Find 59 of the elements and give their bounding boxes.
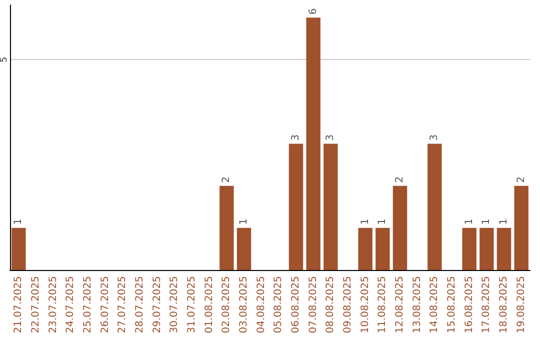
x-tick-label: 11.08.2025 xyxy=(377,276,388,334)
x-tick-label: 26.07.2025 xyxy=(100,276,111,334)
data-label: 3 xyxy=(429,134,440,141)
x-tick-label: 25.07.2025 xyxy=(82,276,94,334)
x-tick-label: 03.08.2025 xyxy=(238,276,250,334)
x-tick-label: 16.08.2025 xyxy=(464,276,475,334)
x-tick-label: 27.07.2025 xyxy=(117,276,128,334)
data-label: 1 xyxy=(238,218,250,225)
x-tick-label: 14.08.2025 xyxy=(429,276,440,334)
data-label: 6 xyxy=(308,8,319,15)
bar xyxy=(358,228,372,270)
x-tick-label: 22.07.2025 xyxy=(30,276,42,334)
data-label: 1 xyxy=(464,218,475,225)
data-label: 3 xyxy=(290,134,302,141)
data-label: 1 xyxy=(13,218,24,225)
bar xyxy=(514,186,528,270)
bar xyxy=(392,186,408,270)
y-tick-label: 5 xyxy=(0,56,10,63)
bar xyxy=(428,144,442,270)
x-tick-label: 19.08.2025 xyxy=(516,276,527,334)
x-tick-label: 06.08.2025 xyxy=(290,276,302,334)
x-tick-label: 31.07.2025 xyxy=(186,276,198,334)
bar xyxy=(496,228,512,270)
bar xyxy=(288,144,304,270)
x-tick-label: 08.08.2025 xyxy=(325,276,336,334)
data-label: 3 xyxy=(325,134,336,141)
data-label: 1 xyxy=(481,218,492,225)
bar xyxy=(324,144,338,270)
x-tick-label: 30.07.2025 xyxy=(169,276,180,334)
x-tick-label: 23.07.2025 xyxy=(48,276,59,334)
bar xyxy=(480,228,494,270)
bar xyxy=(376,228,390,270)
data-label: 2 xyxy=(221,176,232,183)
bar xyxy=(220,186,234,270)
bar xyxy=(12,228,26,270)
data-label: 2 xyxy=(516,176,527,183)
x-tick-label: 29.07.2025 xyxy=(152,276,163,334)
data-label: 1 xyxy=(498,218,510,225)
bar xyxy=(236,228,252,270)
x-tick-label: 10.08.2025 xyxy=(360,276,371,334)
x-tick-label: 12.08.2025 xyxy=(394,276,406,334)
bar xyxy=(462,228,476,270)
x-tick-label: 24.07.2025 xyxy=(65,276,76,334)
x-tick-label: 18.08.2025 xyxy=(498,276,510,334)
x-tick-label: 07.08.2025 xyxy=(308,276,319,334)
x-tick-label: 21.07.2025 xyxy=(13,276,24,334)
x-tick-label: 09.08.2025 xyxy=(342,276,354,334)
data-label: 2 xyxy=(394,176,406,183)
x-tick-label: 17.08.2025 xyxy=(481,276,492,334)
x-tick-label: 28.07.2025 xyxy=(134,276,146,334)
x-tick-label: 01.08.2025 xyxy=(204,276,215,334)
x-tick-label: 15.08.2025 xyxy=(446,276,458,334)
bar xyxy=(306,18,320,270)
data-label: 1 xyxy=(377,218,388,225)
x-tick-label: 13.08.2025 xyxy=(412,276,423,334)
x-tick-label: 02.08.2025 xyxy=(221,276,232,334)
data-label: 1 xyxy=(360,218,371,225)
x-tick-label: 05.08.2025 xyxy=(273,276,284,334)
x-tick-label: 04.08.2025 xyxy=(256,276,267,334)
